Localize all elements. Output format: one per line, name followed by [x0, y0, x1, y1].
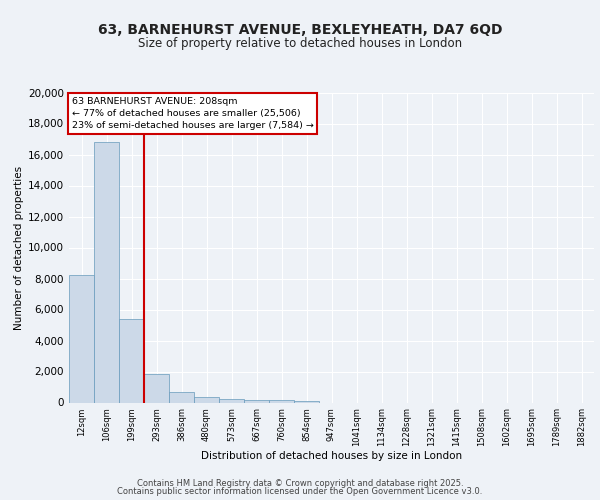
Bar — [69, 276, 94, 402]
Text: Contains HM Land Registry data © Crown copyright and database right 2025.: Contains HM Land Registry data © Crown c… — [137, 478, 463, 488]
Bar — [219, 399, 244, 402]
Text: Contains public sector information licensed under the Open Government Licence v3: Contains public sector information licen… — [118, 487, 482, 496]
Bar — [169, 392, 194, 402]
Bar — [94, 142, 119, 403]
Bar — [144, 374, 169, 402]
Bar — [244, 400, 269, 402]
Text: 63 BARNEHURST AVENUE: 208sqm
← 77% of detached houses are smaller (25,506)
23% o: 63 BARNEHURST AVENUE: 208sqm ← 77% of de… — [71, 97, 314, 130]
Text: 63, BARNEHURST AVENUE, BEXLEYHEATH, DA7 6QD: 63, BARNEHURST AVENUE, BEXLEYHEATH, DA7 … — [98, 22, 502, 36]
Bar — [269, 400, 294, 402]
Text: Size of property relative to detached houses in London: Size of property relative to detached ho… — [138, 38, 462, 51]
Bar — [294, 401, 319, 402]
Bar — [119, 319, 144, 402]
Y-axis label: Number of detached properties: Number of detached properties — [14, 166, 24, 330]
Bar — [194, 397, 219, 402]
X-axis label: Distribution of detached houses by size in London: Distribution of detached houses by size … — [201, 450, 462, 460]
